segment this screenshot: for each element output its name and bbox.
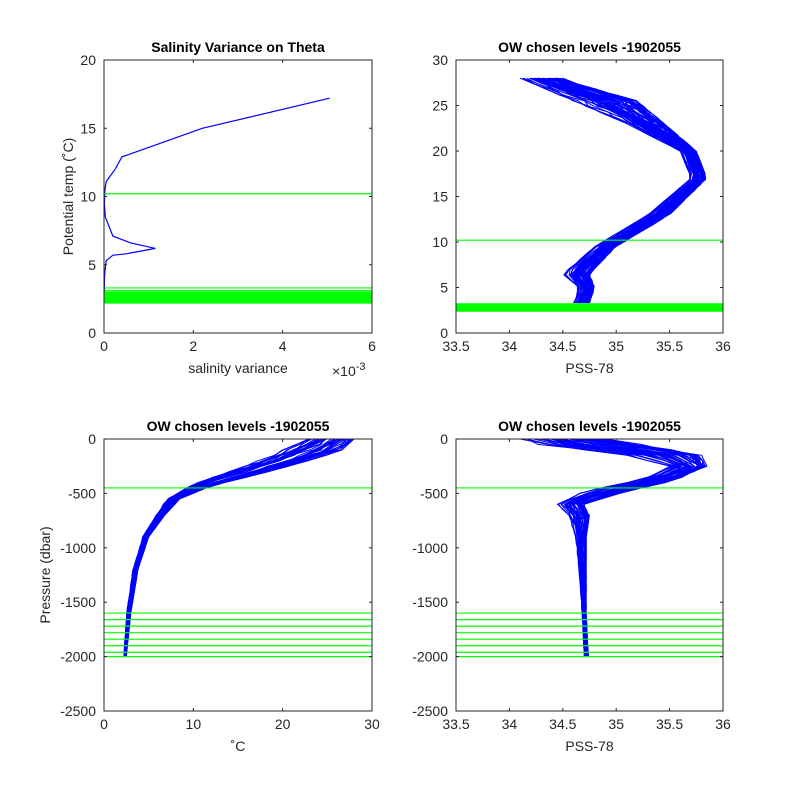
x-tick-label: 2 [189, 338, 197, 354]
y-tick-label: -1000 [60, 540, 96, 556]
data-layer [104, 439, 372, 658]
y-tick-label: 0 [440, 431, 448, 447]
axes-box [103, 438, 373, 712]
x-axis-label: ˚C [231, 738, 246, 754]
x-tick-label: 6 [368, 338, 376, 354]
y-tick-label: -2500 [60, 703, 96, 719]
x-tick-label: 35 [608, 338, 624, 354]
x-tick-label: 30 [364, 716, 380, 732]
x-tick-label: 35.5 [656, 716, 683, 732]
y-tick-label: 0 [88, 325, 96, 341]
y-tick-label: 30 [432, 52, 448, 68]
y-tick-label: -1500 [412, 594, 448, 610]
x-tick-label: 33.5 [442, 716, 469, 732]
x-tick-label: 10 [186, 716, 202, 732]
y-tick-label: -2000 [412, 649, 448, 665]
y-tick-label: 10 [432, 234, 448, 250]
x-tick-label: 34.5 [549, 716, 576, 732]
x-tick-label: 0 [100, 716, 108, 732]
y-axis-label: Potential temp (˚C) [60, 138, 76, 255]
plot-title: OW chosen levels -1902055 [147, 418, 330, 434]
profile-line [538, 77, 699, 304]
profile-line [125, 439, 350, 657]
x-axis-exponent: ×10-3 [332, 361, 366, 379]
exponent-power: -3 [356, 361, 366, 373]
y-tick-label: 5 [440, 280, 448, 296]
x-axis-label: salinity variance [188, 360, 288, 376]
y-tick-label: 20 [432, 143, 448, 159]
plot-title: Salinity Variance on Theta [151, 39, 325, 55]
profile-line [124, 439, 338, 657]
profile-line [556, 77, 706, 304]
plot-3: 0 10 20 30 -2500 -2000 -1500 -1000 -500 0 OW chose… [37, 418, 380, 754]
x-tick-label: 34.5 [549, 338, 576, 354]
y-axis-label: Pressure (dbar) [37, 526, 53, 623]
data-layer [104, 97, 372, 304]
plot-title: OW chosen levels -1902055 [498, 39, 681, 55]
x-tick-label: 35 [608, 716, 624, 732]
y-tick-label: -2000 [60, 649, 96, 665]
plot-2: 33.5 34 34.5 35 35.5 36 0 5 10 15 20 25 30 OW chosen … [432, 39, 731, 376]
profile-line [538, 77, 699, 304]
x-axis-label: PSS-78 [565, 738, 613, 754]
plot-area [456, 439, 723, 711]
y-tick-label: -500 [68, 485, 96, 501]
profile-line [527, 439, 672, 657]
x-tick-label: 33.5 [442, 338, 469, 354]
plot-title: OW chosen levels -1902055 [498, 418, 681, 434]
x-tick-label: 34 [502, 338, 518, 354]
plot-1: 0 2 4 6 0 5 10 15 20 Salinity Variance on Theta sa… [60, 39, 376, 379]
x-tick-label: 34 [502, 716, 518, 732]
profile-line [536, 77, 697, 304]
y-tick-label: 15 [432, 189, 448, 205]
y-tick-label: 0 [88, 431, 96, 447]
profile-line [522, 77, 691, 304]
profile-line [549, 77, 703, 304]
chosen-level-band [104, 292, 372, 303]
plot-area [104, 439, 372, 711]
exponent-base: ×10 [332, 363, 356, 379]
profile-line [556, 439, 689, 657]
x-tick-label: 20 [275, 716, 291, 732]
x-tick-label: 36 [715, 716, 731, 732]
profile-line [124, 439, 324, 657]
y-tick-label: 15 [80, 120, 96, 136]
x-tick-label: 35.5 [656, 338, 683, 354]
profile-line [562, 77, 706, 304]
profile-line [553, 77, 703, 304]
y-tick-label: -1500 [60, 594, 96, 610]
data-layer [456, 439, 723, 658]
x-tick-label: 0 [100, 338, 108, 354]
chosen-level-band [456, 303, 723, 312]
y-tick-label: 10 [80, 189, 96, 205]
data-layer [456, 77, 723, 312]
profile-line [123, 439, 312, 657]
x-axis-label: PSS-78 [565, 360, 613, 376]
x-tick-label: 4 [279, 338, 287, 354]
y-tick-label: 20 [80, 52, 96, 68]
y-tick-label: 0 [440, 325, 448, 341]
profile-line [533, 439, 676, 657]
variance-line [104, 97, 330, 298]
plot-4: 33.5 34 34.5 35 35.5 36 -2500 -2000 -1500 -1000 -5… [412, 418, 731, 754]
profile-line [522, 77, 694, 304]
y-tick-label: -1000 [412, 540, 448, 556]
y-tick-label: 25 [432, 98, 448, 114]
profile-line [579, 439, 702, 657]
x-tick-label: 36 [715, 338, 731, 354]
y-tick-label: 5 [88, 257, 96, 273]
y-tick-label: -2500 [412, 703, 448, 719]
y-tick-label: -500 [420, 485, 448, 501]
axes-box [455, 438, 724, 712]
